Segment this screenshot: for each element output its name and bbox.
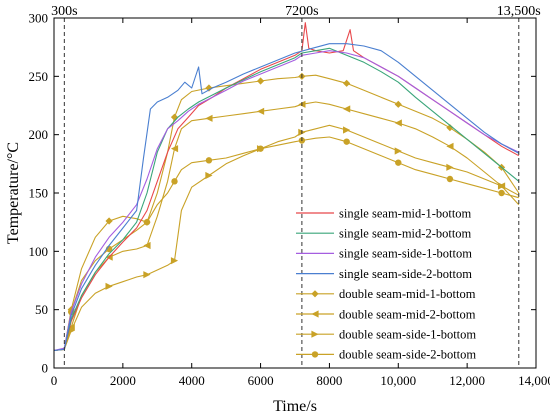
legend: single seam-mid-1-bottom single seam-mid-… xyxy=(296,206,476,362)
x-tick-label: 12,000 xyxy=(449,373,485,388)
y-tick-label: 200 xyxy=(29,127,49,142)
y-tick-label: 50 xyxy=(35,302,48,317)
legend-marker xyxy=(311,351,319,358)
legend-item-3: single seam-side-1-bottom xyxy=(296,247,472,261)
series-5-marker xyxy=(105,217,113,225)
y-tick-label: 100 xyxy=(29,244,49,259)
legend-label: single seam-mid-1-bottom xyxy=(339,206,472,220)
series-line-6 xyxy=(54,101,520,352)
legend-item-1: single seam-mid-1-bottom xyxy=(296,206,472,220)
series-7-marker xyxy=(343,126,351,134)
series-6-marker xyxy=(205,114,213,122)
y-tick-label: 0 xyxy=(42,361,49,376)
series-2 xyxy=(54,47,520,352)
series-8-marker xyxy=(446,175,454,183)
legend-label: single seam-mid-2-bottom xyxy=(339,227,472,241)
x-tick-label: 6000 xyxy=(248,373,274,388)
y-tick-label: 300 xyxy=(29,11,49,26)
series-5-marker xyxy=(394,100,402,108)
series-7-marker xyxy=(394,147,402,155)
series-line-7 xyxy=(54,124,520,352)
series-7-marker xyxy=(205,171,213,180)
series-line-1 xyxy=(54,22,520,352)
annotation-layer: 300s 7200s 13,500s xyxy=(51,4,541,368)
series-line-5 xyxy=(54,74,520,352)
legend-label: single seam-side-2-bottom xyxy=(339,267,472,281)
series-8-marker xyxy=(257,145,264,152)
series-6-marker xyxy=(394,119,402,127)
x-tick-label: 14,000 xyxy=(518,373,550,388)
series-8-marker xyxy=(171,178,178,185)
legend-item-4: single seam-side-2-bottom xyxy=(296,267,472,281)
axis-layer: 0 2000 4000 6000 8000 10,000 12,000 14,000 0 50 10… xyxy=(29,11,550,389)
series-8-marker xyxy=(498,189,505,197)
legend-marker xyxy=(311,310,319,318)
legend-item-8: double seam-side-2-bottom xyxy=(296,348,476,362)
y-axis-title: Temperature/°C xyxy=(5,142,22,244)
y-tick-label: 150 xyxy=(29,186,49,201)
legend-label: single seam-side-1-bottom xyxy=(339,247,472,261)
series-1 xyxy=(54,22,520,352)
x-tick-label: 0 xyxy=(51,373,58,388)
series-7-marker xyxy=(105,282,113,290)
series-line-3 xyxy=(54,50,520,352)
series-6-marker xyxy=(256,107,265,115)
x-axis-title: Time/s xyxy=(273,398,317,415)
series-line-8 xyxy=(54,136,519,352)
series-layer xyxy=(54,22,520,352)
x-tick-label: 4000 xyxy=(179,373,205,388)
series-6-marker xyxy=(170,145,179,153)
legend-marker xyxy=(311,330,319,338)
series-5-marker xyxy=(343,79,351,87)
x-tick-label: 10,000 xyxy=(380,373,416,388)
series-6-marker xyxy=(143,241,151,250)
series-7-marker xyxy=(170,257,179,265)
x-tick-label: 2000 xyxy=(110,373,136,388)
series-3 xyxy=(54,50,520,352)
series-4 xyxy=(54,43,520,352)
series-8-marker xyxy=(343,138,350,145)
series-5-marker xyxy=(446,124,454,132)
legend-label: double seam-mid-1-bottom xyxy=(339,287,476,301)
series-5-marker xyxy=(205,84,213,92)
legend-label: double seam-mid-2-bottom xyxy=(339,307,476,321)
legend-label: double seam-side-2-bottom xyxy=(339,348,476,362)
series-line-2 xyxy=(54,47,520,352)
annotation-label-1: 300s xyxy=(51,4,77,19)
annotation-label-2: 7200s xyxy=(285,4,318,19)
legend-marker xyxy=(311,290,319,298)
series-line-4 xyxy=(54,43,520,352)
series-5-marker xyxy=(256,77,265,85)
series-8-marker xyxy=(143,218,151,226)
x-tick-label: 8000 xyxy=(316,373,342,388)
series-8-marker xyxy=(395,159,402,166)
series-7-marker xyxy=(446,163,454,171)
series-8-marker xyxy=(205,157,213,164)
series-5-marker xyxy=(170,113,179,121)
annotation-label-3: 13,500s xyxy=(497,4,541,19)
legend-item-7: double seam-side-1-bottom xyxy=(296,328,476,342)
legend-label: double seam-side-1-bottom xyxy=(339,328,476,342)
legend-item-5: double seam-mid-1-bottom xyxy=(296,287,476,301)
series-6-marker xyxy=(446,142,454,150)
series-7-marker xyxy=(143,271,151,279)
legend-item-6: double seam-mid-2-bottom xyxy=(296,307,476,321)
series-7-marker xyxy=(497,182,506,190)
y-tick-label: 250 xyxy=(29,69,49,84)
legend-item-2: single seam-mid-2-bottom xyxy=(296,227,472,241)
series-6 xyxy=(54,100,520,352)
series-6-marker xyxy=(343,105,351,113)
